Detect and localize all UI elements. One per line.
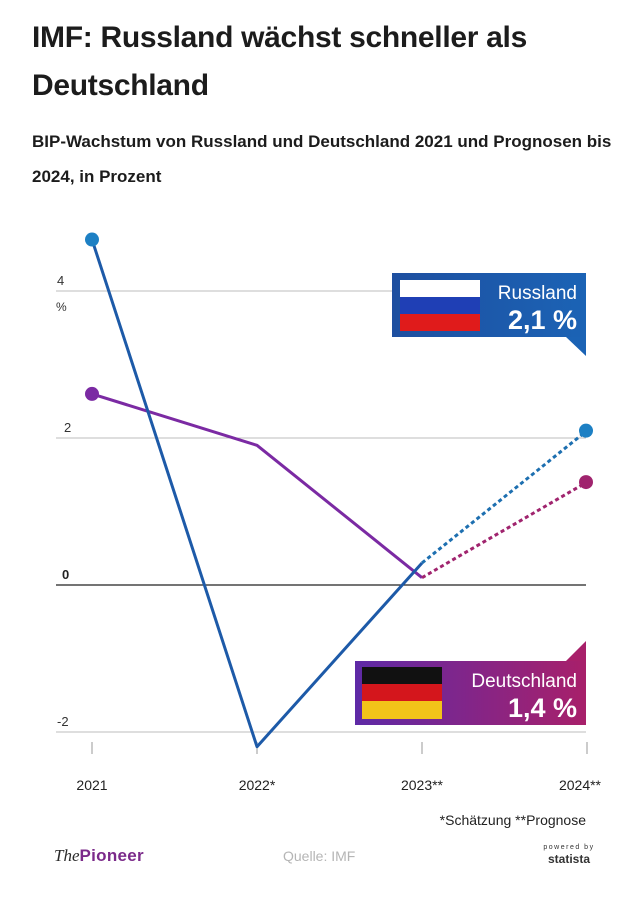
chart-subtitle: BIP-Wachstum von Russland und Deutschlan… (32, 132, 612, 186)
x-tick-label-2024: 2024** (559, 777, 602, 793)
y-axis: 4 % 2 0 -2 (56, 273, 71, 729)
russia-flag-icon (400, 280, 480, 331)
series-points (85, 232, 593, 490)
russland-label-box: Russland 2,1 % (392, 273, 586, 356)
brand-logo: ThePioneer (54, 846, 144, 866)
statista-powered-by: powered by (543, 844, 595, 851)
statista-logo: powered by statista (536, 843, 602, 866)
x-axis: 2021 2022* 2023** 2024** (76, 742, 602, 793)
statista-name: statista (547, 852, 591, 866)
russland-box-pointer (566, 337, 586, 356)
source-label: Quelle: IMF (283, 848, 356, 864)
footnote: *Schätzung **Prognose (439, 812, 586, 828)
brand-prefix: The (54, 846, 80, 865)
point-deutschland-2021 (85, 386, 99, 401)
point-russland-2024 (579, 423, 593, 438)
series-lines (90, 239, 588, 749)
deutschland-label-name: Deutschland (471, 671, 577, 692)
germany-flag-icon (362, 667, 442, 719)
chart-title: IMF: Russland wächst schneller als Deuts… (32, 21, 527, 102)
y-tick-label-0: 0 (62, 567, 69, 582)
deutschland-box-pointer (566, 641, 586, 661)
point-russland-2021 (85, 232, 99, 247)
deutschland-label-value: 1,4 % (508, 693, 577, 723)
point-deutschland-2024 (579, 475, 593, 490)
series-line-deutschland-actual (91, 392, 423, 579)
russland-label-value: 2,1 % (508, 305, 577, 335)
russland-label-name: Russland (498, 283, 577, 304)
y-tick-label-4: 4 (57, 273, 64, 288)
y-tick-label-2: 2 (64, 420, 71, 435)
series-line-deutschland-forecast (421, 480, 588, 579)
x-tick-label-2022: 2022* (239, 777, 276, 793)
y-axis-unit-label: % (56, 300, 67, 314)
x-tick-label-2021: 2021 (76, 777, 107, 793)
brand-name: Pioneer (79, 846, 144, 865)
deutschland-label-box: Deutschland 1,4 % (355, 641, 586, 725)
series-line-russland-forecast (421, 429, 588, 565)
series-line-russland-actual (90, 239, 424, 749)
x-tick-label-2023: 2023** (401, 777, 444, 793)
y-tick-label-minus-2: -2 (57, 714, 69, 729)
